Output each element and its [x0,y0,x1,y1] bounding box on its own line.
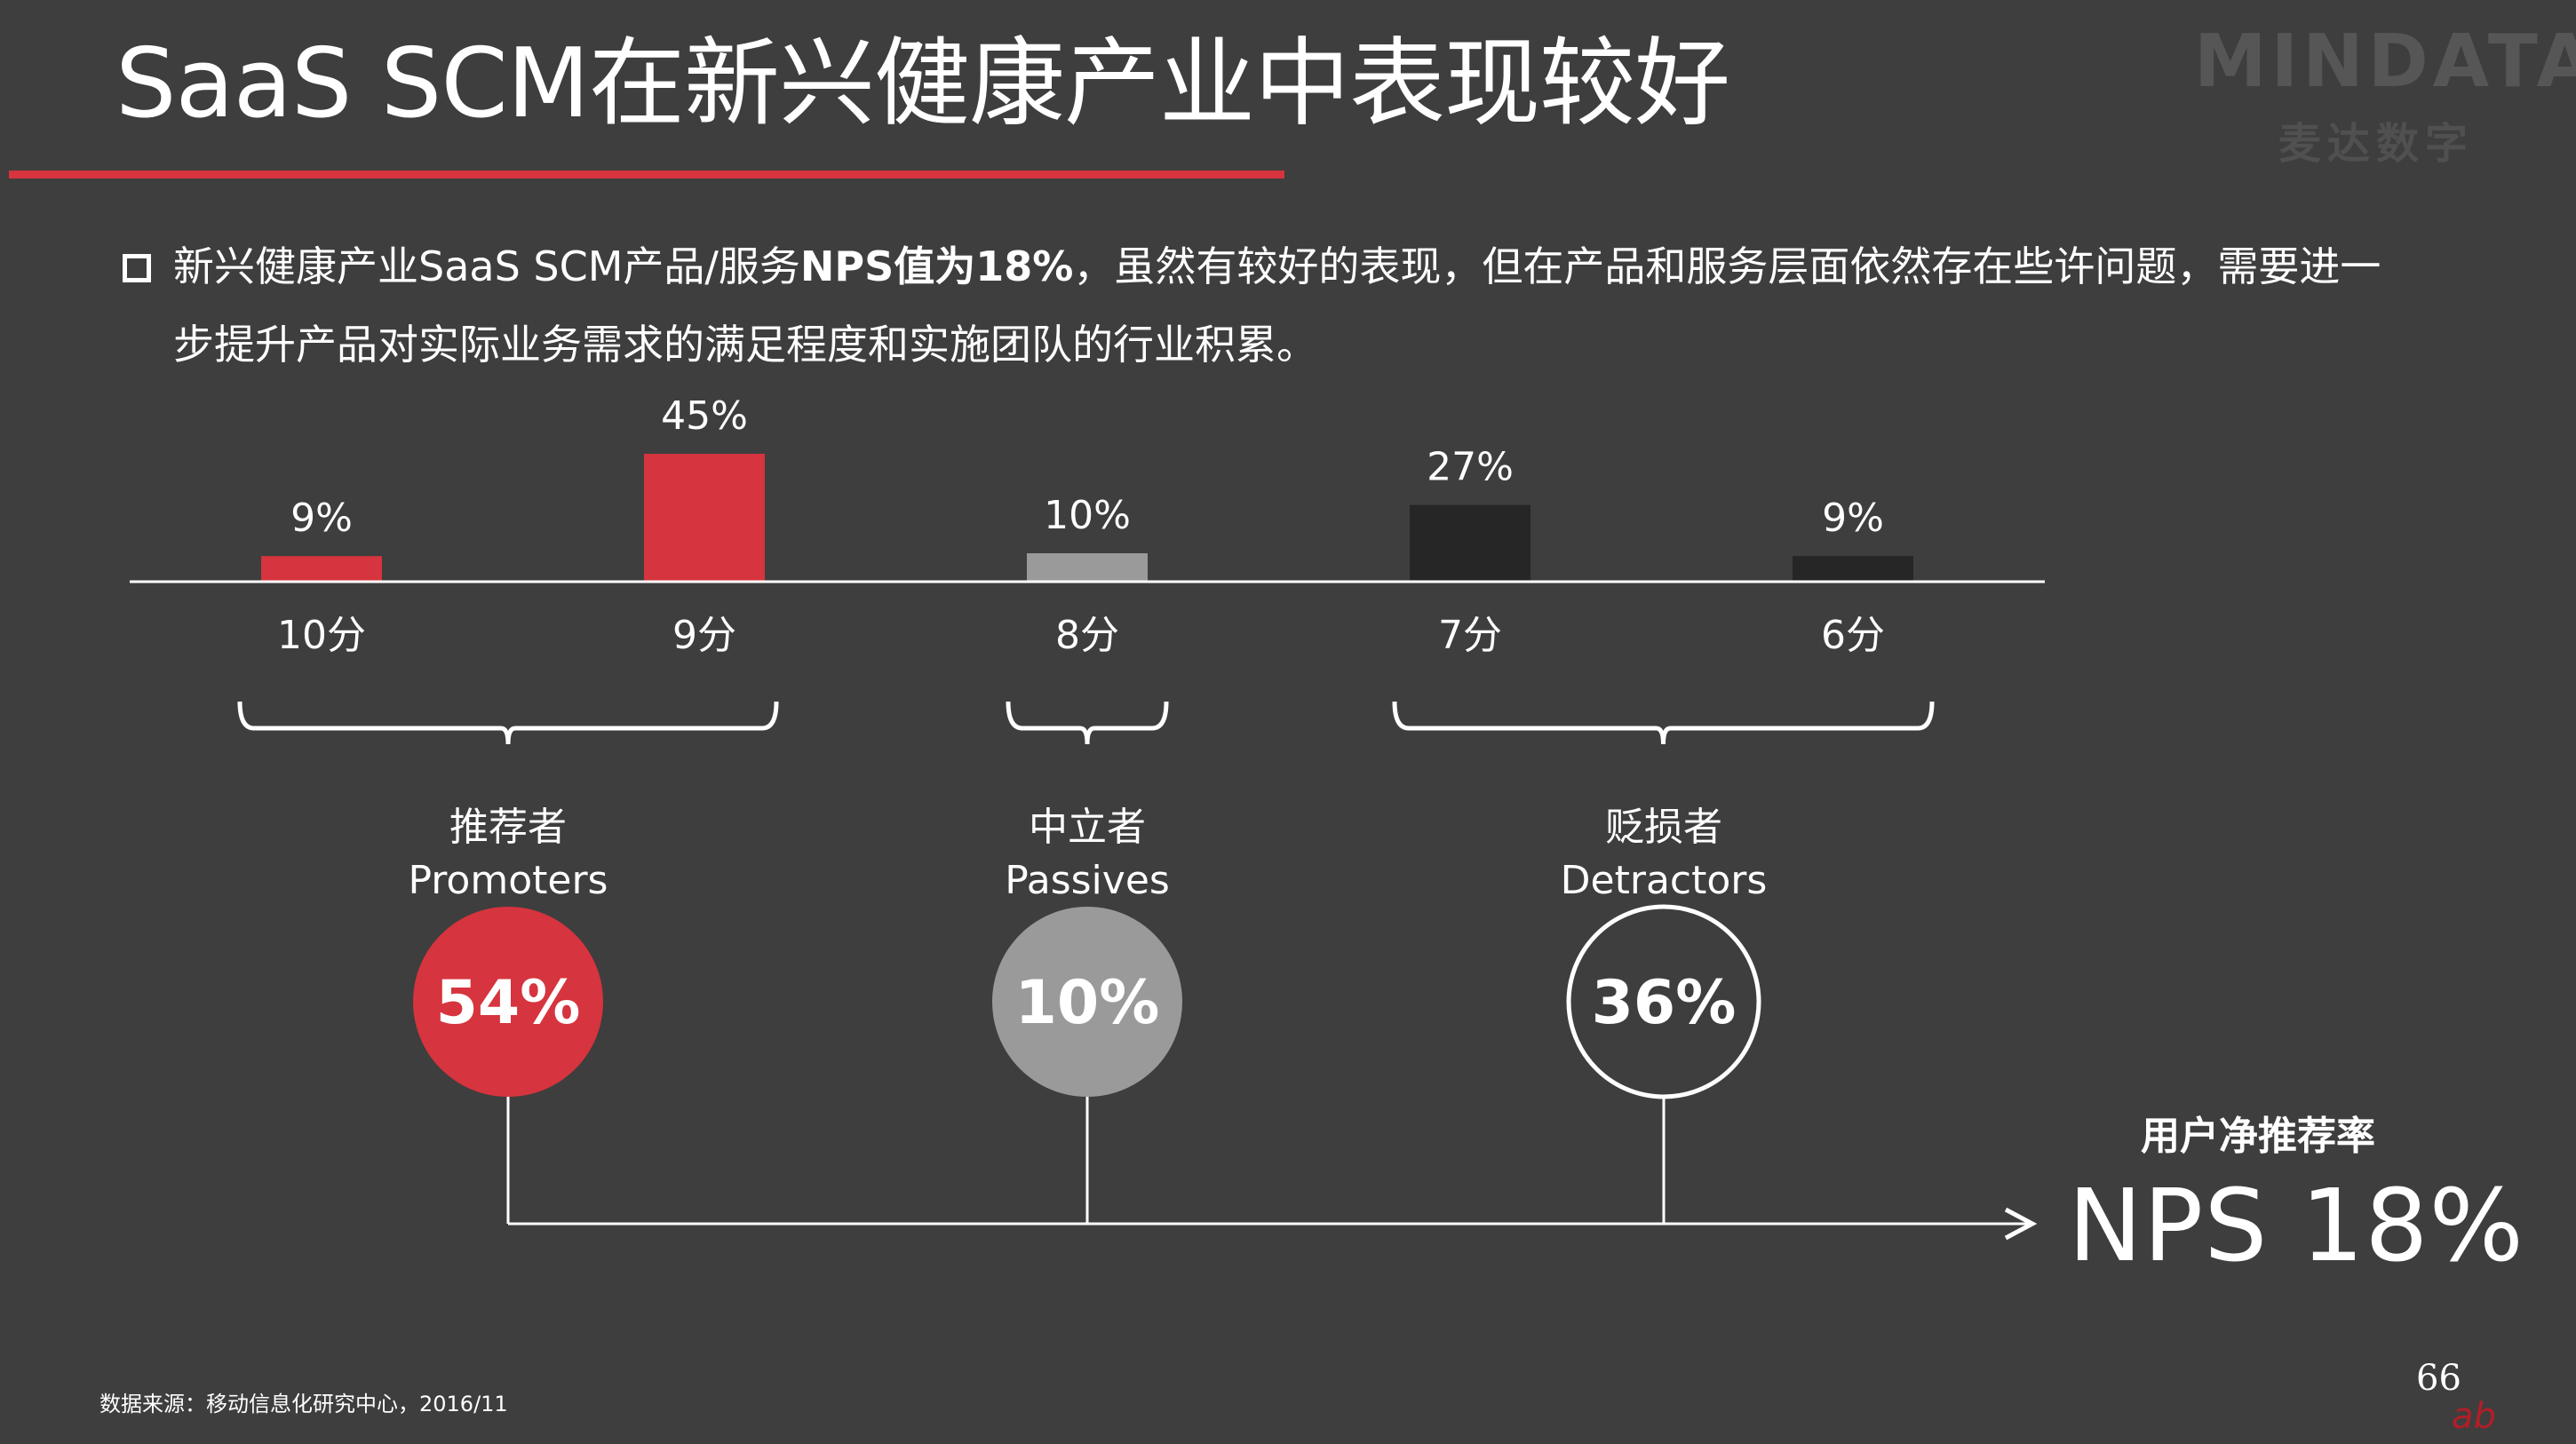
group-name-en: Promoters [409,858,608,903]
bullet-line1-bold: NPS值为18% [799,242,1074,290]
bar-2 [644,454,765,582]
mindata-logo: MINDATA [2194,20,2576,104]
bar-1 [261,556,382,582]
brackets-layer [237,701,1935,745]
bar-value-label: 9% [1822,496,1884,541]
group-name-cn: 中立者 [1029,805,1146,850]
group-percent: 36% [1592,968,1737,1038]
connector-layer [506,1097,2038,1241]
group-circle [992,907,1182,1097]
category-label: 6分 [1821,613,1885,658]
bar-4 [1410,504,1530,582]
arrow-right-icon [2004,1207,2038,1241]
mindata-logo-subtitle: 麦达数字 [2278,119,2475,169]
page-number: 66 [2416,1358,2461,1399]
bars-layer: 9% 10分 45% 9分 10% 8分 27% 7分 9% 6分 [261,393,1913,658]
bullet-text-line-2: 步提升产品对实际业务需求的满足程度和实施团队的行业积累。 [173,321,1317,369]
groups-layer: 推荐者 Promoters 54% 中立者 Passives 10% 贬损者 Detracto… [409,805,1768,1099]
category-label: 9分 [672,613,736,658]
nps-value: NPS 18% [2068,1169,2524,1284]
bar-value-label: 9% [290,496,353,541]
page-title: SaaS SCM在新兴健康产业中表现较好 [115,28,1730,139]
group-bracket-3 [1392,701,1935,745]
group-percent: 54% [436,968,581,1038]
bar-value-label: 45% [661,393,748,439]
bullet-line1-pre: 新兴健康产业SaaS SCM产品/服务 [173,242,800,290]
group-name-cn: 推荐者 [449,805,567,850]
bullet-line1-post: ，虽然有较好的表现，但在产品和服务层面依然存在些许问题，需要进一 [1073,242,2381,290]
group-percent: 10% [1015,968,1160,1038]
category-label: 7分 [1438,613,1502,658]
category-label: 10分 [277,613,366,658]
nps-label: 用户净推荐率 [2141,1114,2375,1159]
group-bracket-1 [237,701,779,745]
bar-5 [1793,556,1913,582]
bullet-square-icon [123,254,151,282]
bar-value-label: 27% [1427,445,1514,490]
group-name-en: Detractors [1561,858,1768,903]
corner-logo-icon: ab [2452,1396,2496,1437]
title-underline [9,171,1284,179]
bar-3 [1027,553,1148,582]
group-bracket-2 [1006,701,1169,745]
group-circle [413,907,603,1097]
data-source-footnote: 数据来源：移动信息化研究中心，2016/11 [99,1392,508,1416]
bar-value-label: 10% [1044,493,1131,538]
category-label: 8分 [1055,613,1119,658]
bullet-text-line-1: 新兴健康产业SaaS SCM产品/服务NPS值为18%，虽然有较好的表现，但在产… [173,240,2381,293]
group-name-cn: 贬损者 [1605,805,1722,850]
group-name-en: Passives [1005,858,1170,903]
